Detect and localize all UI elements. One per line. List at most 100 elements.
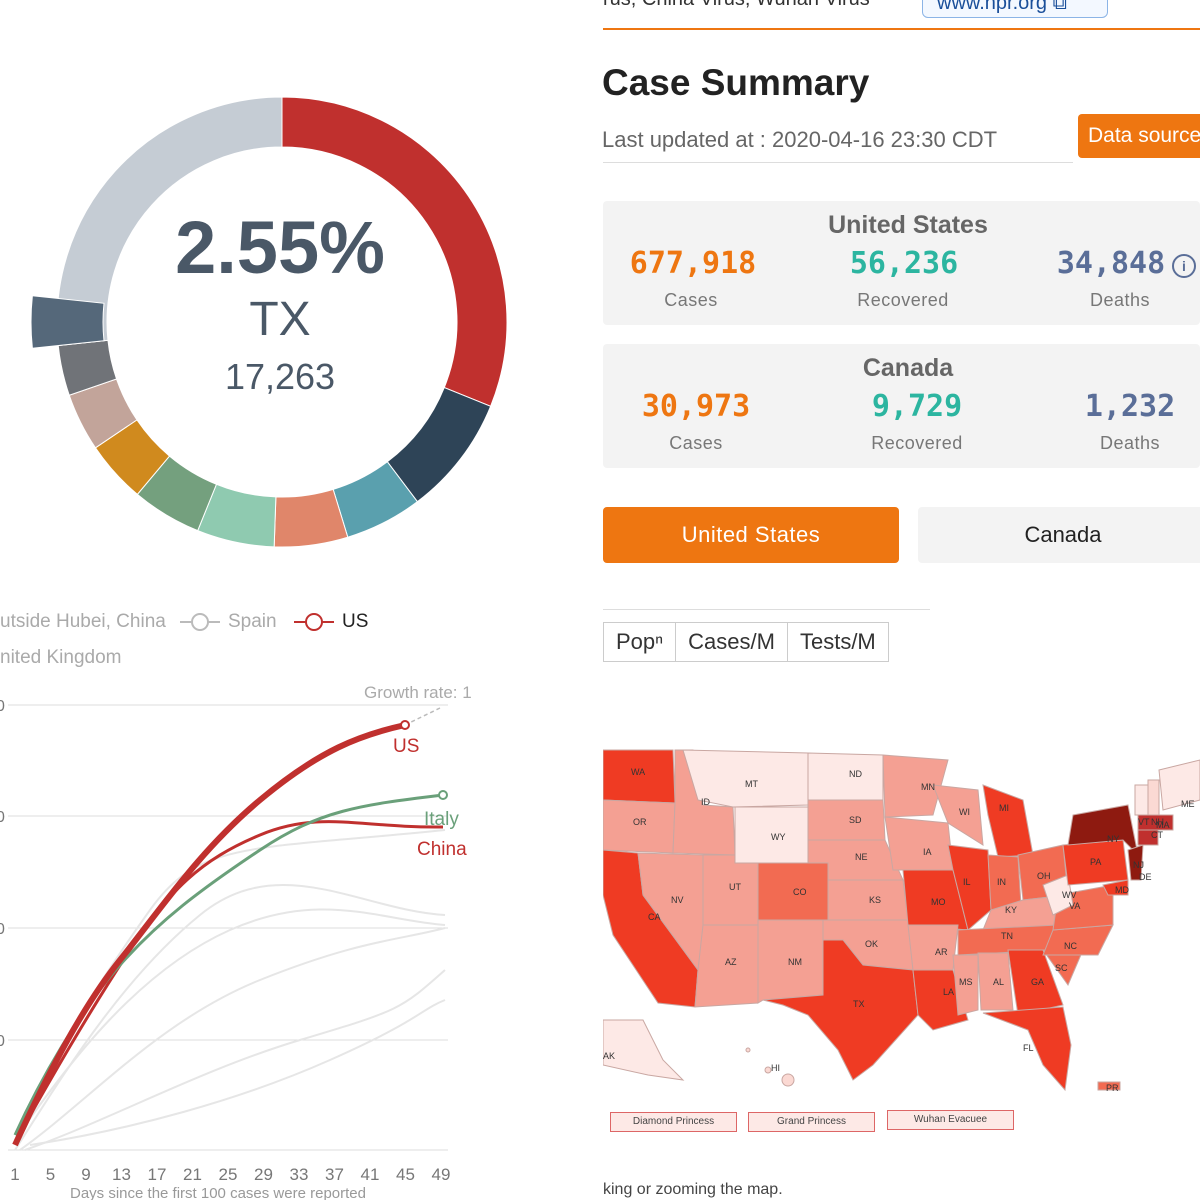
- cases-label: Cases: [669, 433, 723, 453]
- series-line-other[interactable]: [14, 829, 446, 1136]
- state-mi: [982, 784, 1034, 858]
- series-line-italy[interactable]: [13, 793, 444, 1136]
- state-label-wi: WI: [959, 807, 970, 817]
- info-icon[interactable]: i: [1172, 254, 1196, 278]
- country-button-canada[interactable]: Canada: [918, 507, 1200, 563]
- x-tick-label: 5: [46, 1165, 55, 1184]
- state-label-or: OR: [633, 817, 647, 827]
- series-line-us[interactable]: [12, 722, 406, 1147]
- state-label-nh: NH: [1151, 817, 1164, 827]
- state-label-ut: UT: [729, 882, 741, 892]
- state-wv: [1042, 874, 1074, 916]
- legend-item-uk[interactable]: nited Kingdom: [0, 647, 122, 668]
- state-label-de: DE: [1139, 872, 1152, 882]
- state-label-nm: NM: [788, 957, 802, 967]
- deaths-value: 34,848: [1056, 246, 1166, 281]
- state-label-ar: AR: [935, 947, 948, 957]
- state-label-sd: SD: [849, 815, 862, 825]
- npr-link[interactable]: www.npr.org ⧉: [922, 0, 1108, 18]
- data-source-button[interactable]: Data source: [1078, 114, 1200, 158]
- deaths-label: Deaths: [1099, 433, 1161, 453]
- state-label-me: ME: [1181, 799, 1195, 809]
- legend-item-us[interactable]: US: [342, 611, 369, 632]
- summary-card-us: United States 677,918 Cases 56,236 Recov…: [603, 201, 1200, 325]
- state-label-mn: MN: [921, 782, 935, 792]
- state-tx: [762, 939, 919, 1081]
- page-title: Case Summary: [602, 62, 870, 103]
- country-button-us[interactable]: United States: [603, 507, 899, 563]
- tab-tests-per-million[interactable]: Tests/M: [799, 629, 876, 654]
- state-label-la: LA: [943, 987, 954, 997]
- last-updated-text: Last updated at : 2020-04-16 23:30 CDT: [602, 127, 998, 152]
- state-label-tx: TX: [853, 999, 865, 1009]
- state-label-al: AL: [993, 977, 1004, 987]
- x-tick-label: 17: [148, 1165, 167, 1184]
- series-line-other[interactable]: [14, 883, 446, 1151]
- legend-item-spain[interactable]: Spain: [228, 611, 277, 632]
- x-tick-label: 37: [325, 1165, 344, 1184]
- series-line-other[interactable]: [19, 927, 446, 1151]
- state-il: [947, 844, 992, 931]
- donut-state: TX: [249, 293, 311, 346]
- state-label-vt: VT: [1138, 817, 1150, 827]
- state-fl: [982, 1006, 1072, 1092]
- series-line-other[interactable]: [14, 908, 446, 1141]
- donut-percent: 2.55%: [175, 206, 385, 289]
- state-label-ks: KS: [869, 895, 881, 905]
- donut-segment-tx[interactable]: [30, 295, 105, 349]
- state-sd: [807, 799, 886, 841]
- series-endpoint-italy[interactable]: [438, 790, 448, 800]
- state-md: [1102, 879, 1129, 896]
- state-vt: [1134, 784, 1149, 816]
- legend-marker-us: [294, 613, 334, 631]
- top-strip: [603, 0, 1200, 30]
- x-axis-label: Days since the first 100 cases were repo…: [70, 1185, 366, 1200]
- state-ga: [1007, 949, 1064, 1016]
- divider: [603, 609, 930, 610]
- growth-chart[interactable]: 0 0 0 0 1 5 9 13 17 21 25 29 33 37 41 45 49 Days since th…: [0, 680, 480, 1200]
- state-donut-chart[interactable]: [0, 60, 600, 580]
- tab-cases-per-million[interactable]: Cases/M: [676, 623, 788, 661]
- state-label-ct: CT: [1151, 830, 1163, 840]
- us-map[interactable]: WA OR CA NV ID MT WY UT AZ CO NM ND SD NE KS OK TX MN IA MO…: [603, 745, 1200, 1095]
- legend-item-outside-hubei[interactable]: utside Hubei, China: [0, 611, 166, 632]
- state-label-wv: WV: [1062, 890, 1077, 900]
- growth-rate-label: Growth rate: 1: [364, 683, 472, 702]
- card-country-name: United States: [828, 211, 988, 239]
- legend-wuhan-evacuee[interactable]: Wuhan Evacuee: [887, 1110, 1014, 1130]
- tab-population[interactable]: Popⁿ: [604, 623, 677, 661]
- x-tick-label: 45: [396, 1165, 415, 1184]
- state-label-ia: IA: [923, 847, 932, 857]
- state-nh: [1147, 779, 1160, 816]
- series-label-china: China: [417, 839, 467, 860]
- state-az: [694, 924, 759, 1008]
- deaths-value: 1,232: [1084, 389, 1176, 424]
- series-label-us: US: [393, 736, 419, 757]
- state-label-co: CO: [793, 887, 807, 897]
- state-label-nv: NV: [671, 895, 684, 905]
- state-label-in: IN: [997, 877, 1006, 887]
- x-tick-label: 1: [10, 1165, 19, 1184]
- legend-grand-princess[interactable]: Grand Princess: [748, 1112, 875, 1132]
- series-endpoint-us[interactable]: [400, 720, 410, 730]
- series-line-other[interactable]: [29, 999, 446, 1146]
- series-line-other[interactable]: [24, 969, 446, 1151]
- recovered-label: Recovered: [871, 433, 963, 453]
- state-wi: [932, 784, 984, 846]
- state-me: [1158, 759, 1200, 811]
- state-label-mi: MI: [999, 803, 1009, 813]
- state-label-ma: MA: [1156, 820, 1170, 830]
- legend-diamond-princess[interactable]: Diamond Princess: [610, 1112, 737, 1132]
- state-label-nc: NC: [1064, 941, 1077, 951]
- recovered-value: 9,729: [871, 389, 963, 424]
- state-label-hi: HI: [771, 1063, 780, 1073]
- growth-rate-line: [404, 707, 441, 726]
- x-tick-label: 41: [361, 1165, 380, 1184]
- state-ia: [884, 816, 954, 871]
- state-label-ne: NE: [855, 852, 868, 862]
- y-tick-label: 0: [0, 809, 5, 826]
- x-tick-label: 13: [112, 1165, 131, 1184]
- map-caption: king or zooming the map.: [603, 1181, 783, 1198]
- state-nd: [807, 752, 884, 801]
- state-label-nj: NJ: [1133, 860, 1144, 870]
